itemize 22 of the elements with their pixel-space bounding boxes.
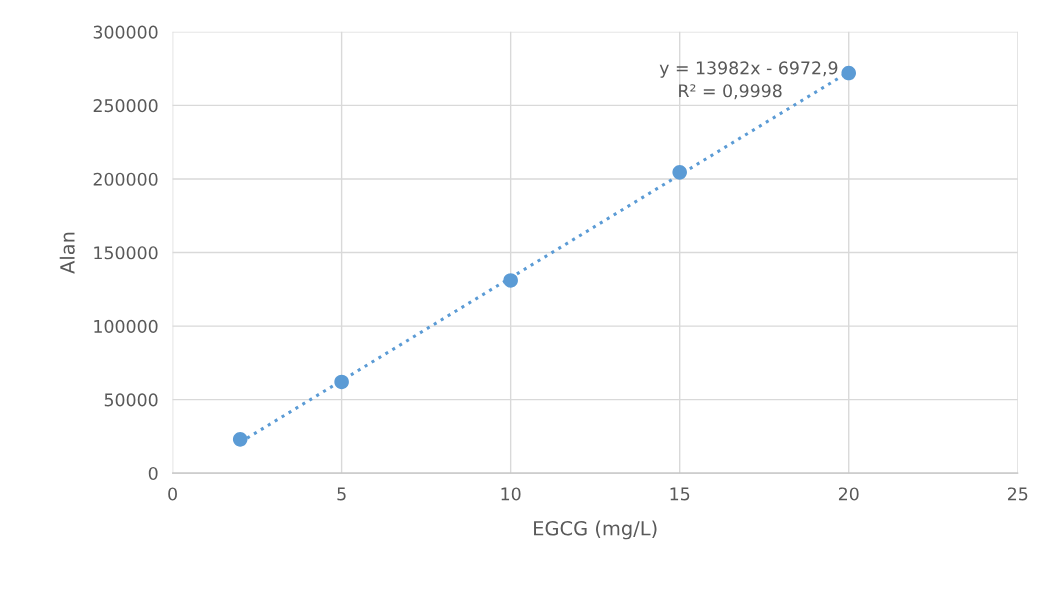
x-axis-title: EGCG (mg/L) bbox=[534, 520, 657, 540]
y-tick-label: 0 bbox=[148, 466, 158, 481]
x-tick-label: 25 bbox=[1007, 487, 1028, 501]
point bbox=[672, 165, 687, 180]
y-tick-label: 50000 bbox=[104, 393, 158, 407]
y-axis-title: Alan bbox=[59, 232, 75, 274]
x-tick-label: 20 bbox=[838, 487, 859, 501]
point bbox=[841, 65, 857, 81]
point bbox=[334, 374, 349, 390]
y-tick-label: 250000 bbox=[93, 99, 158, 113]
y-tick-label: 150000 bbox=[94, 246, 158, 260]
y-tick-label: 200000 bbox=[93, 172, 158, 186]
point bbox=[232, 432, 248, 447]
x-tick-label: 10 bbox=[501, 487, 521, 501]
x-tick-label: 15 bbox=[670, 487, 690, 501]
y-tick-label: 100000 bbox=[94, 319, 158, 333]
y-tick-label: 300000 bbox=[93, 25, 158, 39]
point bbox=[503, 273, 518, 288]
x-tick-label: 0 bbox=[168, 487, 177, 501]
x-tick-label: 5 bbox=[337, 487, 346, 501]
annotation: y = 13982x - 6972,9 bbox=[659, 61, 838, 78]
annotation: R² = 0,9998 bbox=[679, 84, 782, 100]
